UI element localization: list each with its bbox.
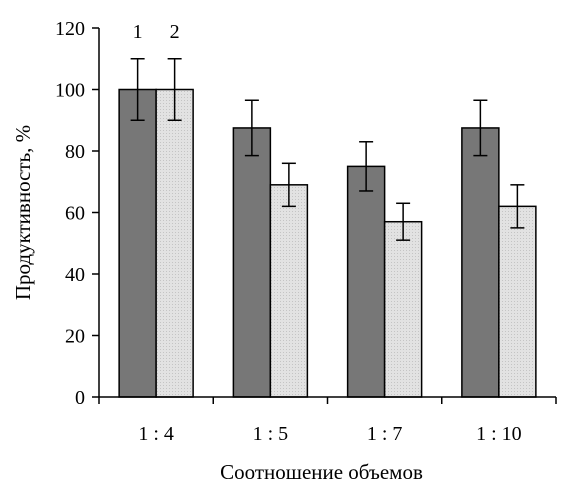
- bars: [118, 88, 537, 398]
- bar-series-1-1: [118, 88, 157, 398]
- error-bars: [130, 58, 525, 241]
- bar-series-2-3: [383, 220, 423, 398]
- bar-series-1-2: [232, 127, 272, 398]
- bar-series-1-3: [346, 165, 386, 398]
- bar-series-2-1: [155, 88, 194, 398]
- series-label-1: 1: [133, 21, 143, 43]
- x-tick-label: 1 : 5: [253, 423, 289, 445]
- x-tick-label: 1 : 10: [476, 423, 522, 445]
- x-axis-title: Соотношение объемов: [220, 460, 423, 484]
- y-tick-label: 80: [65, 141, 85, 163]
- bar-series-1-4: [461, 127, 500, 398]
- y-tick-label: 0: [75, 387, 85, 409]
- y-axis-ticks: 0 20 40 60 80 100 120: [55, 18, 557, 409]
- x-tick-label: 1 : 4: [138, 423, 174, 445]
- x-axis-tick-labels: 1 : 4 1 : 5 1 : 7 1 : 10: [138, 423, 521, 445]
- y-tick-label: 60: [65, 203, 85, 225]
- y-tick-label: 20: [65, 326, 85, 348]
- x-tick-label: 1 : 7: [367, 423, 403, 445]
- y-tick-label: 100: [55, 80, 85, 102]
- bar-series-2-4: [498, 205, 537, 398]
- y-tick-label: 120: [55, 18, 85, 40]
- series-label-2: 2: [170, 21, 180, 43]
- bar-series-2-2: [269, 184, 309, 398]
- y-axis-title: Продуктивность, %: [11, 125, 35, 300]
- y-tick-label: 40: [65, 264, 85, 286]
